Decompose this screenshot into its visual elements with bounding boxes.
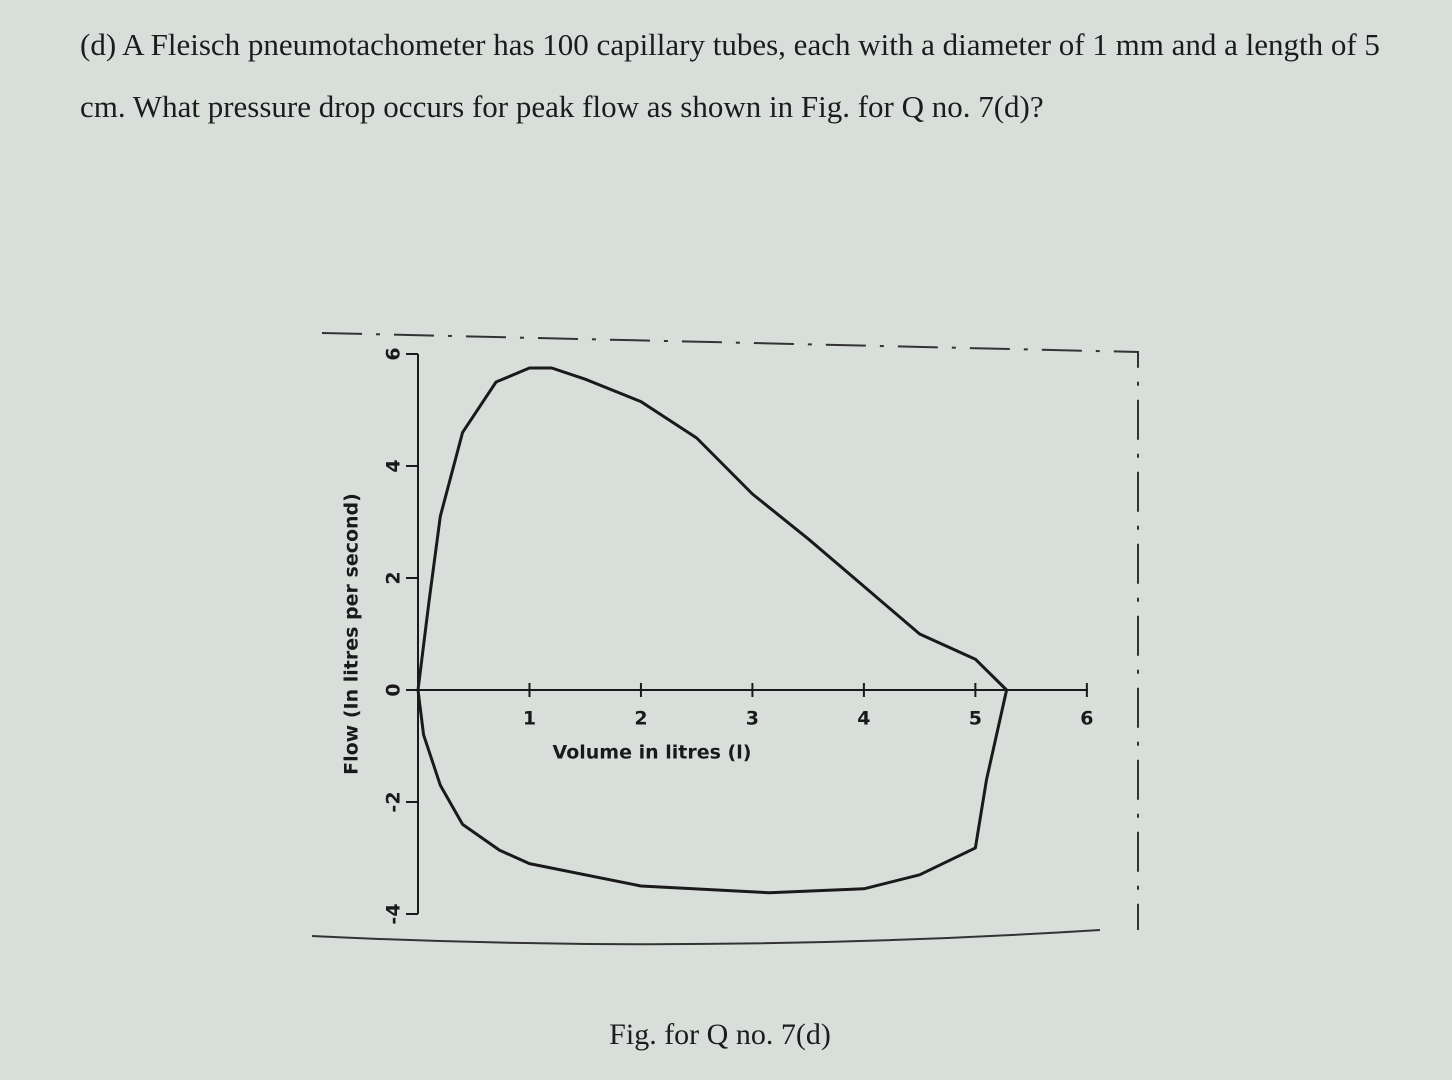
x-tick-label: 1 — [523, 708, 536, 730]
flow-volume-loop — [416, 366, 1009, 895]
x-tick-label: 6 — [1080, 708, 1093, 730]
caption: Fig. for Q no. 7(d) — [609, 1018, 831, 1051]
y-tick-label: -2 — [383, 791, 405, 812]
frame — [311, 929, 1101, 946]
frame — [321, 332, 1139, 930]
y-tick-label: 2 — [383, 571, 405, 584]
y-tick-label: 6 — [383, 347, 405, 360]
y-axis-label: Flow (In litres per second) — [341, 493, 363, 775]
y-tick-label: 0 — [383, 683, 405, 696]
y-tick-label: 4 — [383, 459, 405, 472]
x-tick-label: 4 — [857, 708, 870, 730]
x-axis-label: Volume in litres (l) — [553, 742, 752, 764]
x-tick-label: 3 — [746, 708, 759, 730]
x-tick-label: 2 — [634, 708, 647, 730]
question-text: (d) A Fleisch pneumotachometer has 100 c… — [80, 27, 1380, 124]
y-tick-label: -4 — [383, 903, 405, 924]
x-tick-label: 5 — [969, 708, 982, 730]
